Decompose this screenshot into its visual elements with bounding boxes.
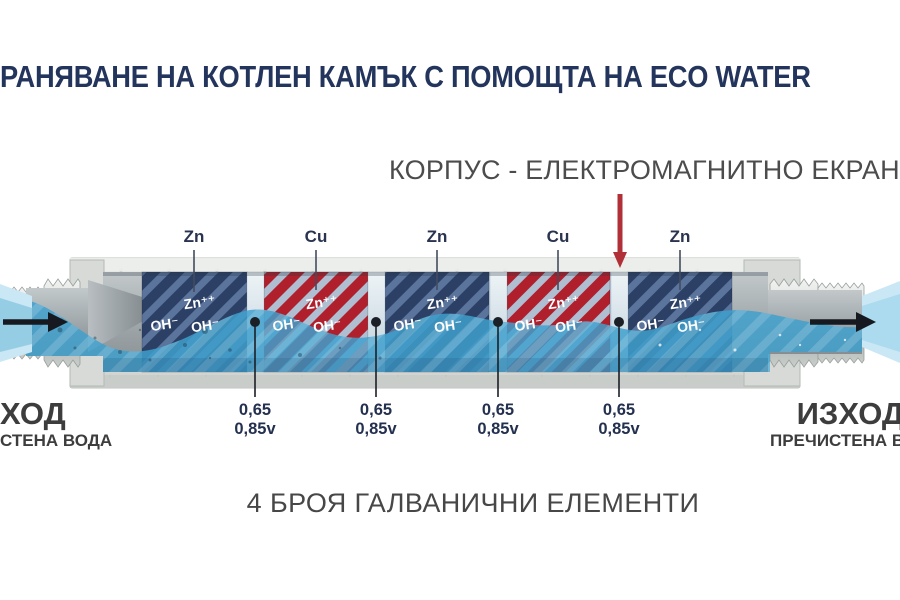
- inlet-cone: [88, 280, 152, 352]
- outlet-water: [862, 281, 900, 363]
- impurity-particles: [57, 327, 382, 364]
- electrode-label-cu-2: Cu: [304, 227, 328, 246]
- voltage-label-3: 0,65 0,85v: [477, 401, 519, 438]
- voltage-label-2: 0,65 0,85v: [355, 401, 397, 438]
- inlet-arrow-icon: [3, 312, 68, 332]
- electrode-label-zn-5: Zn: [669, 227, 691, 246]
- page-title: РАНЯВАНЕ НА КОТЛЕН КАМЪК С ПОМОЩТА НА EC…: [0, 59, 811, 94]
- outlet-title: ИЗХОД: [796, 396, 900, 431]
- corpus-pointer-arrow-icon: [613, 194, 627, 268]
- casing-label: КОРПУС - ЕЛЕКТРОМАГНИТНО ЕКРАНИРАНЕ: [389, 155, 900, 185]
- outlet-arrow-icon: [810, 312, 876, 332]
- electrode-label-cu-4: Cu: [546, 227, 570, 246]
- voltage-label-1: 0,65 0,85v: [234, 401, 276, 438]
- outlet-subtitle: ПРЕЧИСТЕНА ВОДА: [770, 431, 900, 450]
- terminal-dots: [250, 317, 624, 397]
- voltage-label-4: 0,65 0,85v: [598, 401, 640, 438]
- electrode-connector-lines: [193, 250, 681, 292]
- water-body: [26, 300, 862, 372]
- electrode-label-zn-1: Zn: [183, 227, 205, 246]
- caption: 4 БРОЯ ГАЛВАНИЧНИ ЕЛЕМЕНТИ: [246, 488, 700, 518]
- inlet-subtitle: СТЕНА ВОДА: [0, 431, 113, 450]
- inlet-title: ХОД: [0, 396, 66, 431]
- electrode-label-zn-3: Zn: [426, 227, 448, 246]
